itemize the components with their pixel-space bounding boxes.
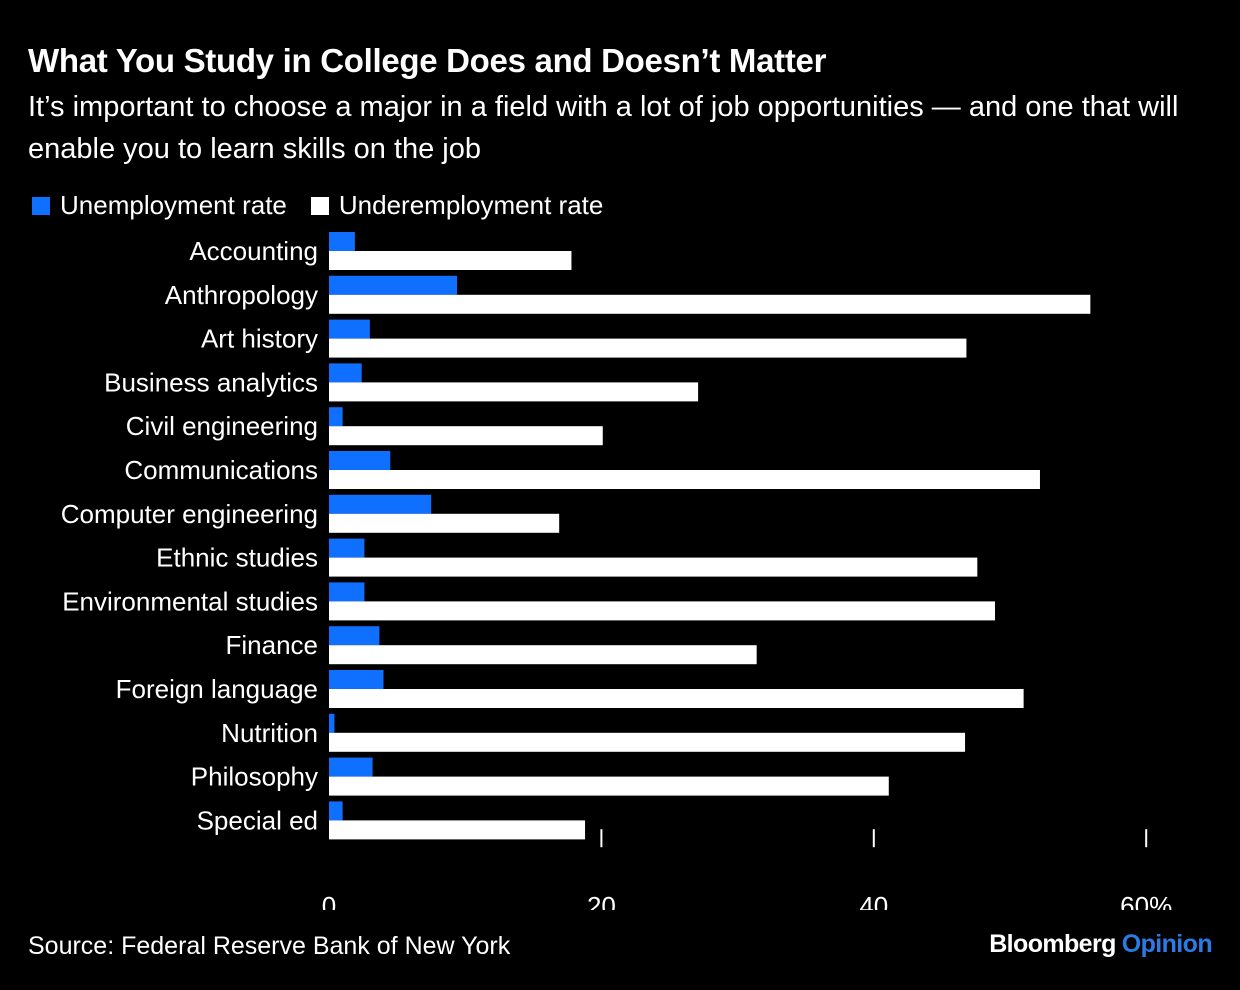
category-label-philosophy: Philosophy: [191, 762, 318, 792]
bar-unemployment-special-ed: [329, 801, 343, 821]
bar-unemployment-communications: [329, 451, 391, 470]
x-tick-label-0: 0: [322, 891, 336, 910]
category-label-business-analytics: Business analytics: [104, 367, 318, 397]
source-note: Source: Federal Reserve Bank of New York: [28, 932, 511, 960]
legend-swatch-unemployment: [32, 196, 50, 215]
category-label-accounting: Accounting: [189, 236, 318, 266]
bar-underemployment-foreign-language: [329, 689, 1024, 708]
category-label-nutrition: Nutrition: [221, 718, 318, 748]
bar-unemployment-civil-engineering: [329, 407, 343, 427]
category-label-art-history: Art history: [201, 324, 318, 354]
legend: Unemployment rate Underemployment rate: [32, 190, 627, 221]
x-tick-label-40: 40: [859, 891, 888, 910]
bar-chart: Accounting Anthropology Art history Busines…: [61, 232, 1172, 910]
bar-unemployment-anthropology: [329, 275, 458, 295]
legend-label-unemployment: Unemployment rate: [60, 190, 287, 220]
bar-underemployment-business-analytics: [329, 382, 699, 402]
bar-unemployment-foreign-language: [329, 670, 384, 689]
category-label-civil-engineering: Civil engineering: [126, 411, 318, 441]
bar-unemployment-nutrition: [329, 713, 335, 733]
bar-underemployment-ethnic-studies: [329, 557, 978, 577]
bar-underemployment-art-history: [329, 338, 967, 358]
bar-underemployment-special-ed: [329, 820, 586, 840]
category-label-special-ed: Special ed: [197, 805, 318, 835]
bar-underemployment-nutrition: [329, 732, 966, 752]
bar-underemployment-environmental-studies: [329, 601, 996, 621]
legend-item-unemployment: Unemployment rate: [32, 190, 287, 221]
legend-swatch-underemployment: [310, 196, 329, 215]
category-label-finance: Finance: [226, 630, 319, 660]
legend-label-underemployment: Underemployment rate: [338, 190, 604, 220]
x-tick-label-20: 20: [587, 891, 616, 910]
bar-unemployment-business-analytics: [329, 363, 362, 383]
legend-item-underemployment: Underemployment rate: [310, 190, 604, 221]
bar-unemployment-accounting: [329, 232, 355, 251]
brand-logo: Bloomberg Opinion: [989, 930, 1212, 959]
chart-title: What You Study in College Does and Doesn…: [28, 42, 827, 79]
bar-unemployment-finance: [329, 626, 380, 646]
bar-underemployment-finance: [329, 645, 757, 665]
brand-name: Bloomberg: [989, 930, 1116, 958]
bar-unemployment-art-history: [329, 319, 370, 339]
bar-underemployment-communications: [329, 470, 1040, 489]
bar-unemployment-computer-engineering: [329, 494, 432, 514]
bar-underemployment-computer-engineering: [329, 513, 560, 533]
bar-unemployment-environmental-studies: [329, 582, 365, 602]
bar-unemployment-philosophy: [329, 757, 373, 777]
bar-underemployment-accounting: [329, 251, 572, 270]
brand-section: Opinion: [1121, 930, 1213, 958]
category-label-anthropology: Anthropology: [165, 280, 318, 310]
category-label-ethnic-studies: Ethnic studies: [156, 543, 318, 573]
category-label-environmental-studies: Environmental studies: [62, 586, 318, 616]
chart-subtitle: It’s important to choose a major in a fi…: [28, 91, 1179, 165]
category-label-computer-engineering: Computer engineering: [61, 499, 318, 529]
bar-underemployment-civil-engineering: [329, 426, 603, 446]
category-label-foreign-language: Foreign language: [116, 674, 318, 704]
category-label-communications: Communications: [124, 455, 318, 485]
x-tick-label-60: 60%: [1120, 891, 1172, 910]
bar-underemployment-anthropology: [329, 294, 1091, 314]
bar-underemployment-philosophy: [329, 776, 889, 796]
bar-unemployment-ethnic-studies: [329, 538, 365, 558]
